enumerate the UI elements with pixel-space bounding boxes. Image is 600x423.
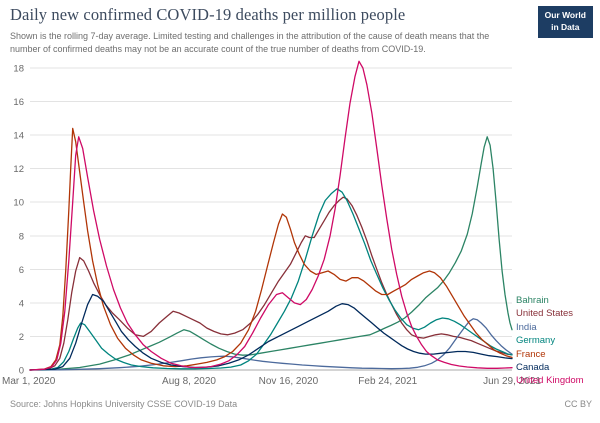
x-axis-tick-label: Aug 8, 2020: [162, 376, 216, 387]
legend-item-bahrain[interactable]: Bahrain: [516, 295, 549, 306]
license-link[interactable]: CC BY: [564, 399, 592, 409]
source-note: Source: Johns Hopkins University CSSE CO…: [10, 399, 238, 409]
y-axis-tick-label: 4: [19, 298, 24, 309]
line-bahrain[interactable]: [29, 136, 513, 371]
legend-item-united-kingdom[interactable]: United Kingdom: [516, 375, 584, 387]
legend-item-india[interactable]: India: [516, 321, 537, 333]
line-france[interactable]: [29, 127, 513, 371]
y-axis-tick-label: 2: [19, 332, 24, 343]
legend-item-canada[interactable]: Canada: [516, 362, 550, 374]
line-united-kingdom[interactable]: [29, 60, 513, 371]
line-united-states[interactable]: [29, 196, 513, 371]
owid-logo[interactable]: Our World in Data: [537, 6, 593, 38]
y-axis-tick-label: 0: [19, 366, 24, 377]
legend-item-united-states[interactable]: United States: [516, 308, 574, 320]
line-india[interactable]: [29, 318, 513, 371]
x-axis-tick-label: Jun 29, 2021: [483, 376, 541, 387]
y-axis-tick-label: 18: [13, 64, 24, 75]
x-axis-tick-label: Nov 16, 2020: [259, 376, 319, 387]
chart-footer: Source: Johns Hopkins University CSSE CO…: [10, 399, 592, 409]
legend-item-france[interactable]: France: [516, 348, 546, 360]
owid-logo-line2: in Data: [551, 21, 580, 32]
x-axis-tick-label: Mar 1, 2020: [2, 376, 56, 387]
y-axis-tick-label: 10: [13, 198, 24, 209]
chart-canvas[interactable]: 0 2 4 6 8 10 12 14 16 18 Mar 1, 2020 Aug 8, 2020 Nov…: [0, 52, 600, 397]
y-axis-tick-label: 6: [19, 265, 24, 276]
y-axis-tick-label: 12: [13, 164, 24, 175]
x-axis-tick-label: Feb 24, 2021: [358, 376, 417, 387]
y-axis-tick-label: 16: [13, 97, 24, 108]
chart-title: Daily new confirmed COVID-19 deaths per …: [10, 5, 406, 24]
line-germany[interactable]: [29, 188, 513, 371]
y-axis-tick-label: 14: [13, 131, 24, 142]
legend: Bahrain United States India Germany France Ca…: [516, 294, 584, 388]
y-axis-tick-label: 8: [19, 231, 24, 242]
legend-item-germany[interactable]: Germany: [516, 335, 556, 347]
line-canada[interactable]: [29, 293, 513, 371]
chart-subtitle: Shown is the rolling 7-day average. Limi…: [10, 31, 490, 55]
owid-logo-line1: Our World: [544, 10, 586, 20]
